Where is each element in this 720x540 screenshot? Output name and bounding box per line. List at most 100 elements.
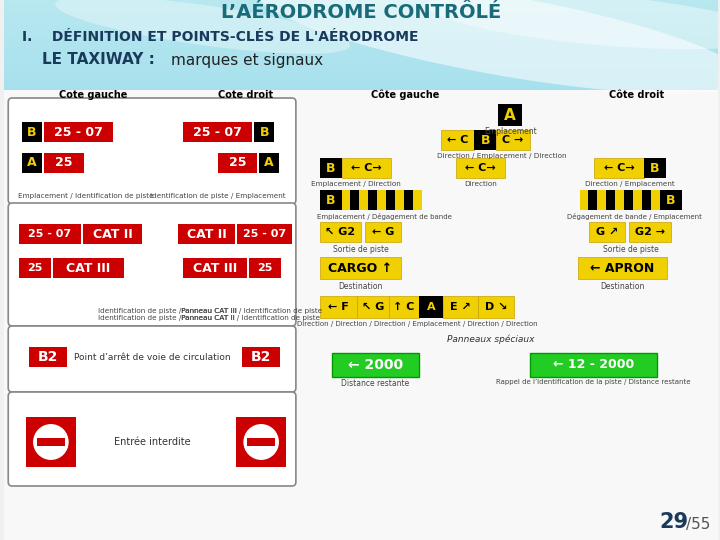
Bar <box>4 49 719 50</box>
Bar <box>4 61 719 62</box>
Text: 25 - 07: 25 - 07 <box>54 125 103 138</box>
FancyBboxPatch shape <box>259 153 279 173</box>
FancyBboxPatch shape <box>456 158 505 178</box>
Bar <box>4 21 719 22</box>
Bar <box>4 55 719 56</box>
Bar <box>4 69 719 70</box>
Text: Emplacement / Identification de piste: Emplacement / Identification de piste <box>18 193 153 199</box>
FancyBboxPatch shape <box>320 222 361 242</box>
FancyBboxPatch shape <box>413 190 422 210</box>
FancyBboxPatch shape <box>243 347 280 367</box>
FancyBboxPatch shape <box>19 258 51 278</box>
Text: ← F: ← F <box>328 302 349 312</box>
Text: Destination: Destination <box>338 282 382 291</box>
FancyBboxPatch shape <box>217 153 257 173</box>
Text: A: A <box>426 302 435 312</box>
Text: B: B <box>326 193 336 206</box>
Bar <box>4 31 719 32</box>
Text: 25: 25 <box>258 263 273 273</box>
Bar <box>4 17 719 18</box>
Text: B: B <box>666 193 675 206</box>
Text: 25: 25 <box>27 263 42 273</box>
Text: Direction: Direction <box>464 181 497 187</box>
FancyBboxPatch shape <box>320 257 401 279</box>
Bar <box>4 23 719 24</box>
FancyBboxPatch shape <box>365 222 401 242</box>
Bar <box>4 11 719 12</box>
FancyBboxPatch shape <box>8 326 296 392</box>
FancyBboxPatch shape <box>8 98 296 204</box>
FancyBboxPatch shape <box>395 190 404 210</box>
Text: Direction / Direction / Direction / Emplacement / Direction / Direction: Direction / Direction / Direction / Empl… <box>297 321 537 327</box>
Bar <box>4 64 719 65</box>
Text: Sortie de piste: Sortie de piste <box>603 245 659 254</box>
Bar <box>4 54 719 55</box>
Bar <box>4 68 719 69</box>
Bar <box>4 63 719 64</box>
Text: Cote droit: Cote droit <box>217 90 273 100</box>
FancyBboxPatch shape <box>404 190 413 210</box>
Bar <box>4 73 719 74</box>
Bar <box>4 89 719 90</box>
Text: G2 →: G2 → <box>635 227 665 237</box>
Text: ← APRON: ← APRON <box>590 261 654 274</box>
Bar <box>4 33 719 34</box>
Bar <box>4 72 719 73</box>
Bar <box>4 62 719 63</box>
Text: /55: /55 <box>685 517 710 532</box>
Circle shape <box>32 423 70 461</box>
Text: ← C→: ← C→ <box>351 163 382 173</box>
FancyBboxPatch shape <box>624 190 633 210</box>
Text: Entrée interdite: Entrée interdite <box>114 437 190 447</box>
Bar <box>4 56 719 57</box>
FancyBboxPatch shape <box>642 190 651 210</box>
Bar <box>4 5 719 6</box>
Text: B: B <box>650 161 660 174</box>
Bar <box>4 58 719 59</box>
Text: 25 - 07: 25 - 07 <box>243 229 287 239</box>
Bar <box>4 34 719 35</box>
Bar <box>4 57 719 58</box>
Text: Identification de piste /Panneau CAT III: Identification de piste /Panneau CAT III <box>99 308 238 314</box>
Text: B: B <box>326 161 336 174</box>
Bar <box>4 44 719 45</box>
FancyBboxPatch shape <box>8 392 296 486</box>
FancyBboxPatch shape <box>577 257 667 279</box>
FancyBboxPatch shape <box>616 190 624 210</box>
Text: Rappel de l’identification de la piste / Distance restante: Rappel de l’identification de la piste /… <box>496 379 690 385</box>
Bar <box>4 35 719 36</box>
FancyBboxPatch shape <box>606 190 616 210</box>
Text: Direction / Emplacement: Direction / Emplacement <box>585 181 675 187</box>
Bar <box>4 27 719 28</box>
Bar <box>4 83 719 84</box>
Text: Dégagement de bande / Emplacement: Dégagement de bande / Emplacement <box>567 213 701 220</box>
Text: Emplacement / Dégagement de bande: Emplacement / Dégagement de bande <box>317 213 451 220</box>
Text: Emplacement: Emplacement <box>484 127 536 136</box>
Bar <box>4 14 719 15</box>
FancyBboxPatch shape <box>26 417 76 467</box>
Ellipse shape <box>426 0 720 49</box>
FancyBboxPatch shape <box>629 222 671 242</box>
Bar <box>37 438 65 446</box>
Text: Identification de piste / Emplacement: Identification de piste / Emplacement <box>150 193 285 199</box>
Bar <box>4 74 719 75</box>
Bar <box>4 50 719 51</box>
FancyBboxPatch shape <box>357 296 389 318</box>
Bar <box>4 26 719 27</box>
Bar <box>4 77 719 78</box>
FancyBboxPatch shape <box>441 130 474 150</box>
Bar <box>4 82 719 83</box>
FancyBboxPatch shape <box>359 190 369 210</box>
Bar <box>4 48 719 49</box>
Text: I.    DÉFINITION ET POINTS-CLÉS DE L'AÉRODROME: I. DÉFINITION ET POINTS-CLÉS DE L'AÉRODR… <box>22 30 418 44</box>
Bar <box>4 78 719 79</box>
Bar <box>4 1 719 2</box>
FancyBboxPatch shape <box>19 224 81 244</box>
Text: Direction / Emplacement / Direction: Direction / Emplacement / Direction <box>438 153 567 159</box>
Bar <box>4 20 719 21</box>
Bar <box>4 66 719 67</box>
Text: ↖ G2: ↖ G2 <box>325 227 356 237</box>
FancyBboxPatch shape <box>320 296 357 318</box>
Bar <box>4 87 719 88</box>
Text: ← C→: ← C→ <box>465 163 496 173</box>
